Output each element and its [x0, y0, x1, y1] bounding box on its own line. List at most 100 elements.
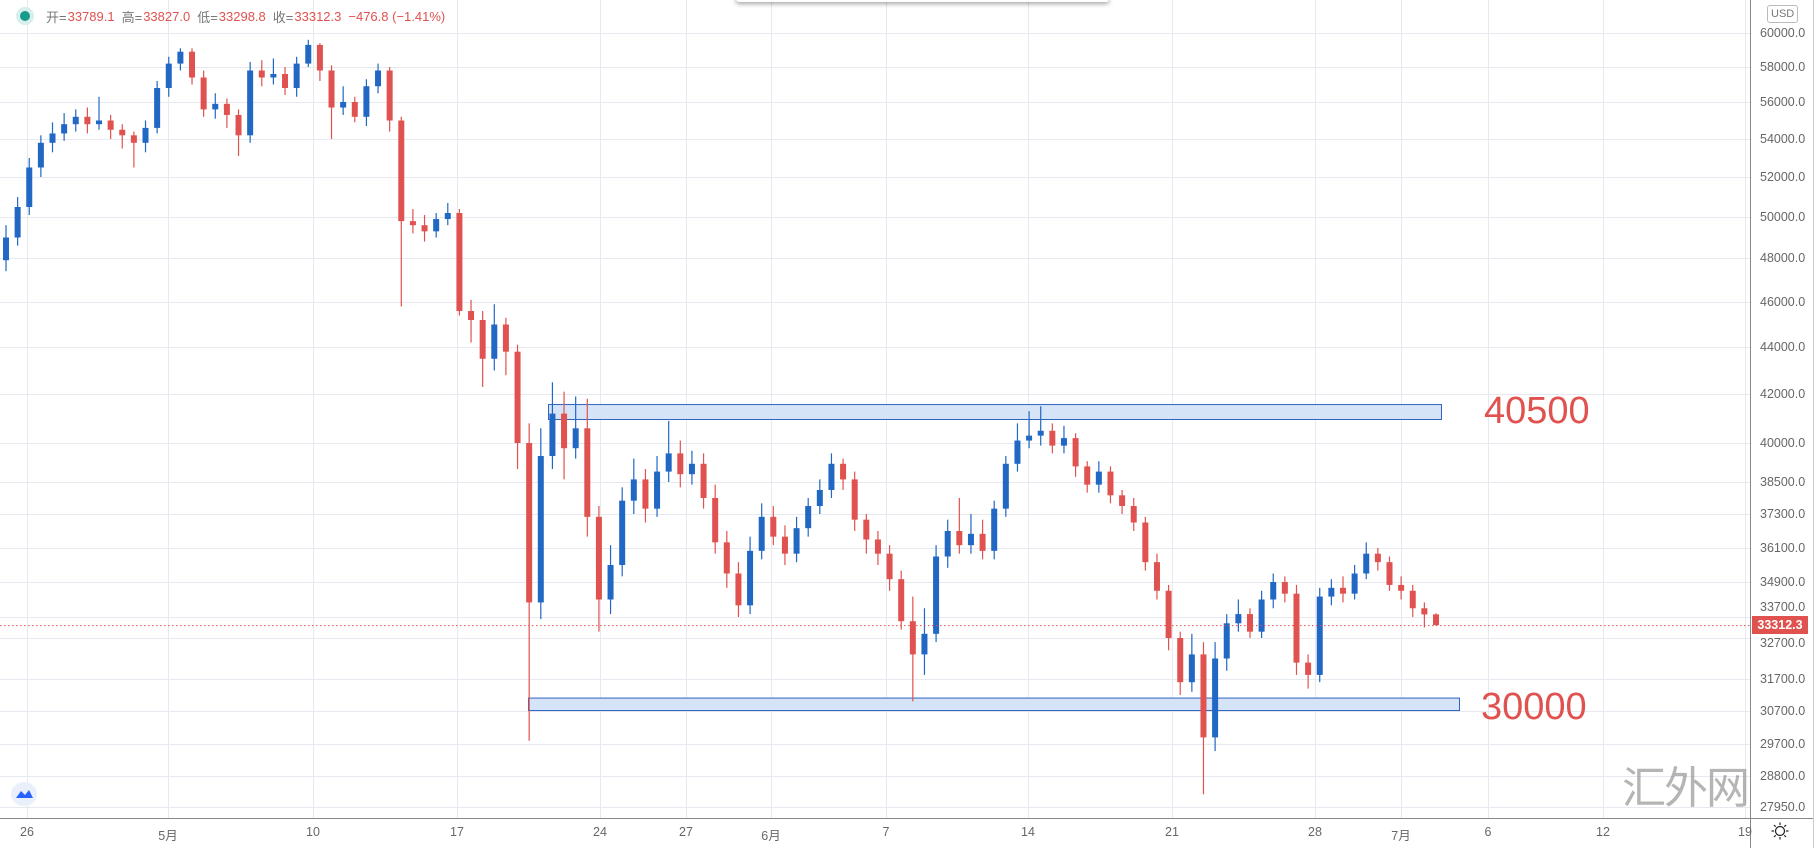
- candle-body: [619, 500, 626, 565]
- close-label: 收=: [272, 9, 294, 25]
- candle: [96, 96, 103, 130]
- price-zone-box: [528, 697, 1460, 712]
- date-tick-label: 19: [1738, 825, 1752, 839]
- candle-body: [468, 311, 475, 320]
- date-tick-label: 7: [882, 825, 890, 839]
- candle-body: [1049, 430, 1056, 446]
- candle-body: [223, 103, 230, 115]
- candle-body: [747, 550, 754, 606]
- candle: [1398, 576, 1405, 600]
- low-label: 低=: [197, 9, 218, 25]
- candle: [491, 304, 498, 371]
- candle: [863, 514, 870, 554]
- candle: [1328, 579, 1335, 606]
- close-value: 33312.3: [294, 8, 342, 24]
- candle-body: [479, 320, 486, 359]
- date-tick-label: 12: [1596, 825, 1610, 839]
- candle: [1281, 576, 1288, 603]
- candle-body: [607, 565, 614, 600]
- price-tick-label: 40000.0: [1760, 436, 1806, 450]
- zone-label-support: 30000: [1481, 686, 1587, 728]
- candle: [1212, 642, 1219, 752]
- candle: [479, 311, 486, 387]
- candle-body: [1270, 582, 1277, 600]
- change-value: −476.8 (−1.41%): [348, 8, 446, 24]
- candle: [409, 209, 416, 234]
- candle-body: [14, 207, 21, 238]
- candle: [1246, 608, 1253, 638]
- candle-body: [409, 221, 416, 226]
- date-tick-label: 6: [1484, 825, 1492, 839]
- candle: [165, 56, 172, 97]
- date-tick-label: 28: [1308, 825, 1322, 839]
- candle-body: [1328, 587, 1335, 597]
- candle-body: [572, 428, 579, 449]
- candle: [1072, 433, 1079, 477]
- candle: [363, 79, 370, 127]
- candle: [26, 158, 33, 215]
- candle-body: [1165, 590, 1172, 638]
- candle: [700, 453, 707, 509]
- candle: [840, 458, 847, 490]
- candle-body: [944, 531, 951, 557]
- settings-sun-icon[interactable]: [1771, 822, 1789, 840]
- candle-body: [189, 51, 196, 78]
- candle: [1386, 556, 1393, 591]
- candle-body: [1235, 614, 1242, 624]
- candle-body: [1060, 438, 1067, 446]
- price-tick-label: 36100.0: [1760, 541, 1806, 555]
- candle-body: [595, 516, 602, 600]
- candle: [328, 65, 335, 139]
- candle-body: [1002, 463, 1009, 509]
- candle: [898, 570, 905, 630]
- candle-body: [305, 44, 312, 64]
- status-dot-icon: [20, 11, 30, 21]
- date-tick-label: 10: [306, 825, 320, 839]
- candle: [200, 70, 207, 117]
- candle: [154, 81, 161, 134]
- candle: [61, 113, 68, 141]
- candle-body: [1433, 614, 1439, 626]
- candle-body: [1421, 608, 1428, 615]
- price-tick-label: 38500.0: [1760, 475, 1806, 489]
- candle: [1270, 573, 1277, 609]
- candle-body: [456, 213, 463, 311]
- candle-body: [154, 88, 161, 128]
- candle-body: [816, 490, 823, 506]
- candle-body: [3, 237, 9, 261]
- currency-button[interactable]: USD: [1767, 5, 1799, 23]
- candle: [549, 382, 556, 469]
- date-tick-label: 5月: [158, 829, 178, 843]
- price-tick-label: 34900.0: [1760, 575, 1806, 589]
- candle-body: [1200, 654, 1207, 738]
- candle: [1374, 548, 1381, 571]
- candle-body: [712, 498, 719, 543]
- tradingview-logo-icon[interactable]: [11, 782, 37, 806]
- candle-body: [886, 553, 893, 580]
- candle: [1421, 602, 1428, 628]
- candle: [84, 107, 91, 134]
- candle-body: [1409, 590, 1416, 609]
- candle: [1095, 461, 1102, 493]
- candle: [526, 423, 533, 741]
- candle: [351, 96, 358, 123]
- candle-body: [119, 129, 126, 136]
- candle: [630, 458, 637, 514]
- candle: [758, 503, 765, 560]
- zone-label-resistance: 40500: [1484, 390, 1590, 432]
- candle: [1305, 654, 1312, 689]
- candle: [421, 215, 428, 242]
- open-value: 33789.1: [67, 8, 115, 24]
- candle: [561, 391, 568, 480]
- candle: [572, 396, 579, 459]
- candle: [595, 506, 602, 632]
- candle: [1026, 411, 1033, 449]
- candle-body: [1153, 562, 1160, 591]
- candle-body: [561, 413, 568, 449]
- candle: [3, 225, 9, 272]
- candle-body: [282, 74, 289, 88]
- candle: [816, 479, 823, 514]
- candle-body: [258, 70, 265, 78]
- high-label: 高=: [121, 9, 143, 25]
